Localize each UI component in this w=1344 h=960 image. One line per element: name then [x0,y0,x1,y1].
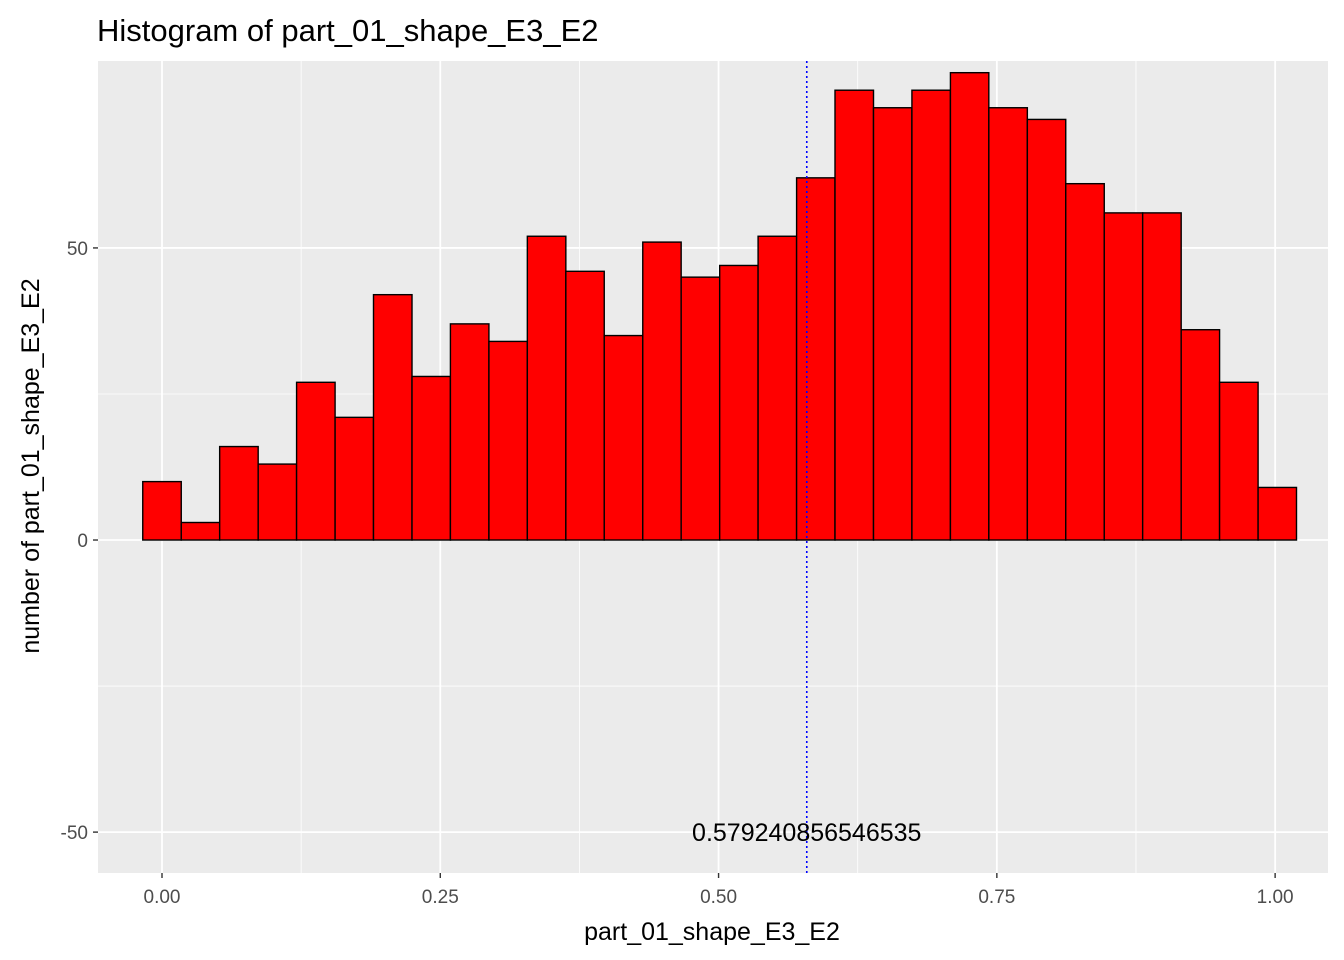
x-tick-label: 0.25 [422,887,459,908]
histogram-bar [295,381,336,541]
histogram-bar [911,89,952,541]
histogram-bar [218,445,259,541]
histogram-bar [1257,486,1298,541]
histogram-bar [757,235,798,541]
histogram-bar [1218,381,1259,541]
x-axis: 0.00 0.25 0.50 0.75 1.00 [144,873,1294,908]
y-axis: -50 0 50 [61,239,98,844]
histogram-bars [142,71,1298,541]
x-tick-label: 0.50 [700,887,737,908]
y-axis-title: number of part_01_shape_E3_E2 [17,278,45,653]
histogram-bar [795,177,836,541]
histogram-bar [334,416,375,541]
histogram-bar [834,89,875,541]
histogram-bar [603,334,644,541]
histogram-bar [872,107,913,541]
mean-annotation: 0.579240856546535 [692,819,921,847]
y-tick-label: -50 [61,823,88,844]
histogram-bar [488,340,529,541]
histogram-bar [1141,212,1182,541]
histogram-bar [988,107,1029,541]
histogram-bar [257,463,298,541]
histogram-bar [1180,329,1221,541]
histogram-bar [642,241,682,541]
x-tick-label: 0.75 [978,887,1015,908]
histogram-bar [411,375,452,541]
histogram-bar [1026,118,1067,541]
histogram-bar [718,264,759,541]
y-tick-label: 0 [77,531,88,552]
x-tick-label: 0.00 [144,887,181,908]
histogram-bar [142,480,182,541]
histogram-bar [449,323,490,541]
plot-panel: 0.579240856546535 [98,61,1328,873]
histogram-bar [180,521,221,541]
chart-title: Histogram of part_01_shape_E3_E2 [97,13,599,48]
histogram-bar [1065,182,1105,541]
x-tick-label: 1.00 [1257,887,1294,908]
histogram-bar [680,276,721,541]
histogram-bar [949,71,990,541]
histogram-bar [1103,212,1144,541]
histogram-bar [565,270,605,541]
x-axis-title: part_01_shape_E3_E2 [584,918,840,946]
histogram-bar [526,235,567,541]
y-tick-label: 50 [67,239,88,260]
histogram-bar [372,293,413,541]
